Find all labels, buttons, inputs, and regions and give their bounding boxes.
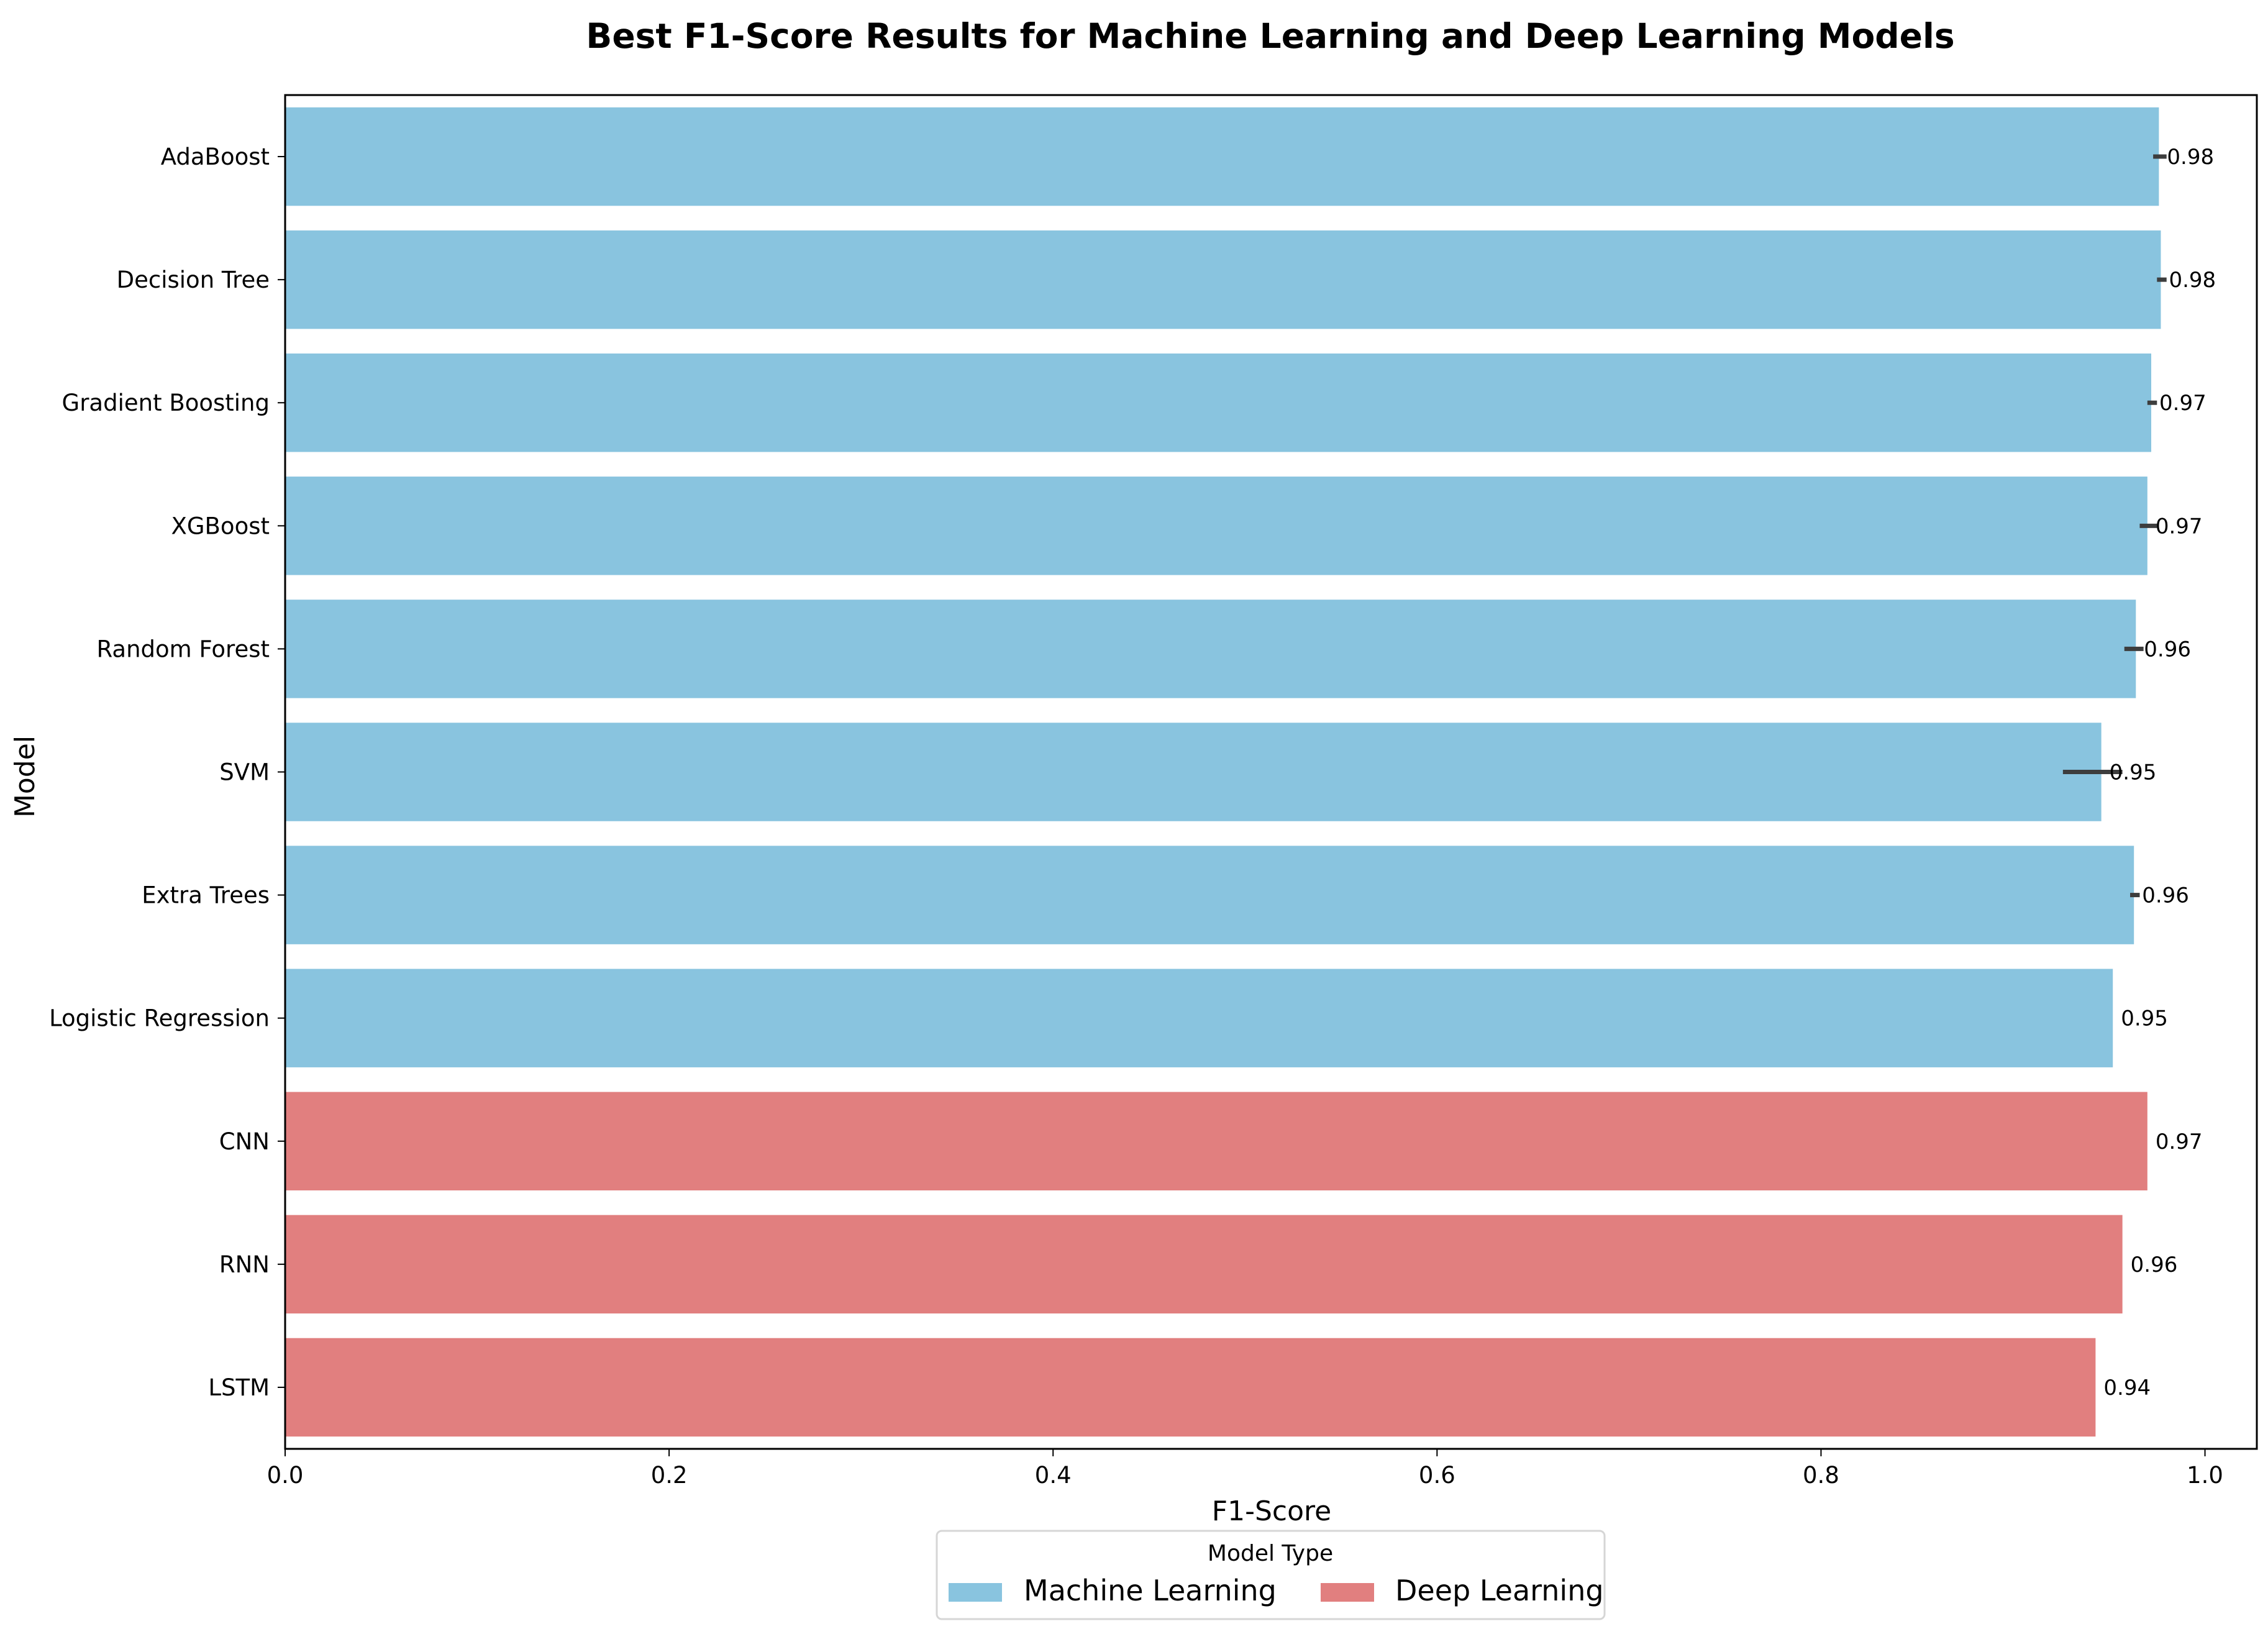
legend-swatch-machine-learning [949, 1583, 1002, 1602]
bars-layer [285, 107, 2161, 1437]
data-label-adaboost: 0.98 [2167, 145, 2214, 170]
data-label-xgboost: 0.97 [2156, 514, 2203, 539]
data-label-cnn: 0.97 [2156, 1130, 2203, 1154]
data-label-random-forest: 0.96 [2144, 637, 2191, 662]
y-tick-label-logistic-regression: Logistic Regression [49, 1005, 270, 1032]
bar-decision-tree [285, 230, 2161, 329]
x-tick-label: 0.8 [1803, 1462, 1839, 1489]
chart-title: Best F1-Score Results for Machine Learni… [586, 16, 1954, 56]
bar-adaboost [285, 107, 2159, 206]
y-tick-label-random-forest: Random Forest [97, 636, 270, 662]
y-tick-label-decision-tree: Decision Tree [117, 267, 270, 293]
y-tick-label-extra-trees: Extra Trees [142, 882, 270, 909]
y-axis: AdaBoost Decision Tree Gradient Boosting XG… [49, 144, 285, 1401]
x-tick-label: 0.4 [1035, 1462, 1072, 1489]
bar-rnn [285, 1215, 2123, 1314]
bar-extra-trees [285, 846, 2134, 944]
data-label-logistic-regression: 0.95 [2121, 1006, 2168, 1031]
bar-gradient-boosting [285, 353, 2152, 452]
data-label-extra-trees: 0.96 [2142, 883, 2189, 908]
y-tick-label-adaboost: AdaBoost [161, 144, 270, 170]
y-tick-label-xgboost: XGBoost [171, 513, 270, 539]
bar-xgboost [285, 477, 2147, 575]
data-label-rnn: 0.96 [2131, 1253, 2178, 1277]
bar-logistic-regression [285, 969, 2113, 1067]
legend-label-deep-learning: Deep Learning [1395, 1574, 1604, 1607]
data-label-gradient-boosting: 0.97 [2159, 391, 2207, 416]
x-tick-label: 0.6 [1419, 1462, 1455, 1489]
y-axis-label: Model [9, 736, 41, 818]
x-tick-label: 1.0 [2187, 1462, 2223, 1489]
data-label-decision-tree: 0.98 [2169, 268, 2216, 293]
legend: Model Type Machine Learning Deep Learnin… [936, 1530, 1606, 1620]
bar-random-forest [285, 600, 2136, 698]
error-bars-layer [2062, 154, 2167, 898]
x-tick-label: 0.0 [267, 1462, 304, 1489]
data-label-svm: 0.95 [2110, 760, 2157, 785]
data-labels-layer: 0.98 0.98 0.97 0.97 0.96 0.95 0.96 0.95 0.97 0.96… [2103, 145, 2216, 1400]
bar-svm [285, 723, 2102, 821]
y-tick-label-cnn: CNN [219, 1128, 270, 1155]
legend-title: Model Type [1208, 1541, 1333, 1566]
x-axis: 0.0 0.2 0.4 0.6 0.8 1.0 [267, 1449, 2223, 1489]
legend-label-machine-learning: Machine Learning [1024, 1574, 1277, 1607]
y-tick-label-lstm: LSTM [208, 1374, 270, 1401]
bar-lstm [285, 1338, 2096, 1437]
bar-cnn [285, 1092, 2147, 1191]
y-tick-label-svm: SVM [219, 759, 270, 786]
legend-swatch-deep-learning [1321, 1583, 1374, 1602]
data-label-lstm: 0.94 [2103, 1376, 2151, 1400]
legend-frame [936, 1530, 1606, 1620]
x-tick-label: 0.2 [651, 1462, 688, 1489]
x-axis-label: F1-Score [1212, 1495, 1331, 1527]
y-tick-label-rnn: RNN [219, 1251, 270, 1278]
y-tick-label-gradient-boosting: Gradient Boosting [62, 390, 270, 416]
